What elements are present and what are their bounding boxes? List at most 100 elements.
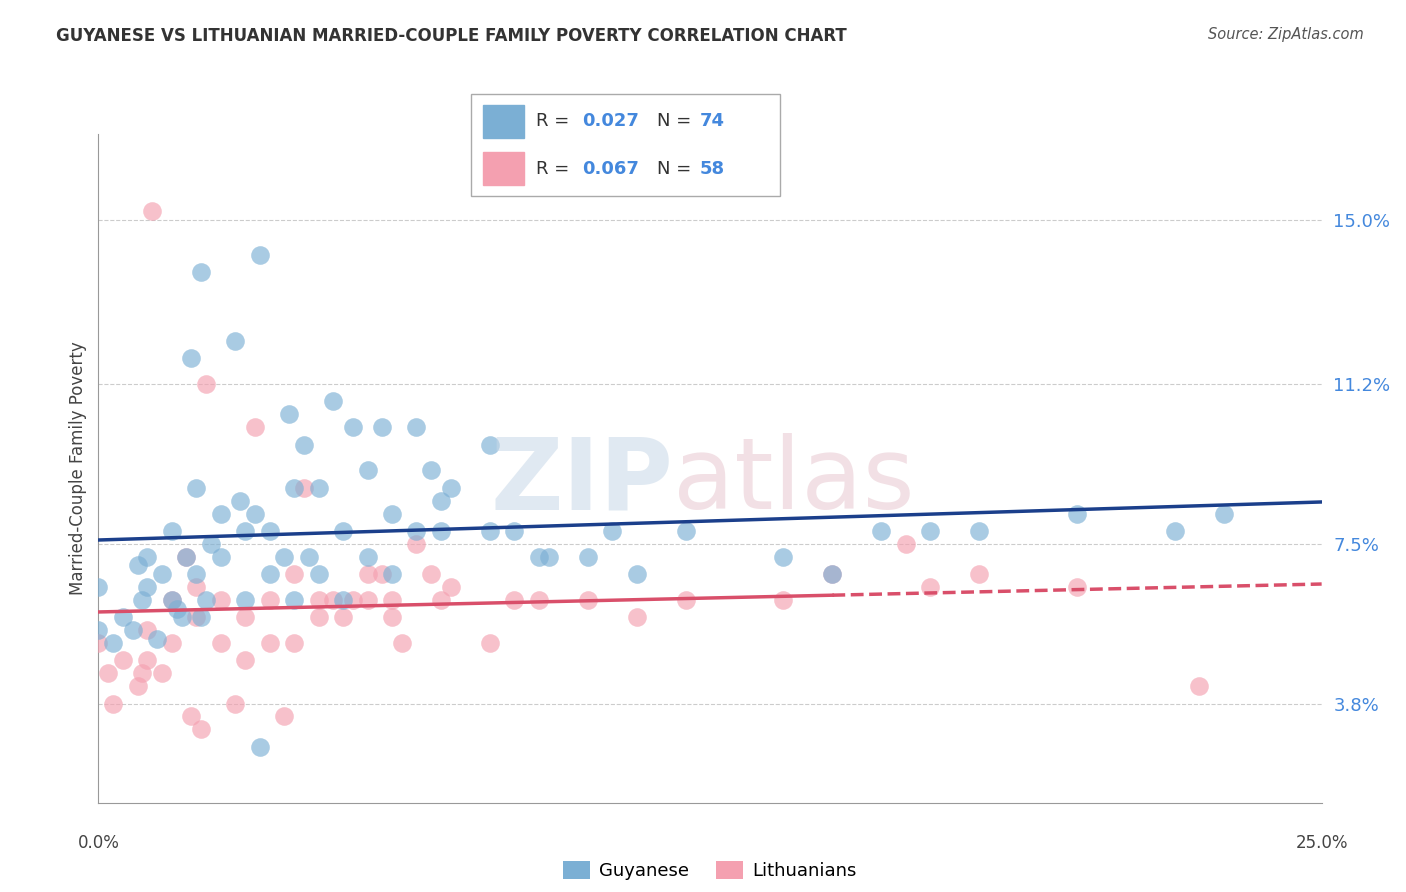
Point xyxy=(127,558,149,573)
Point xyxy=(146,632,169,646)
Point xyxy=(356,593,378,607)
Point xyxy=(1188,679,1211,693)
Point xyxy=(233,653,256,667)
Point xyxy=(342,420,364,434)
Point xyxy=(273,709,295,723)
Point xyxy=(136,653,159,667)
Point xyxy=(136,549,159,564)
Point xyxy=(1066,507,1088,521)
Point xyxy=(381,610,404,624)
Point xyxy=(626,610,648,624)
Point xyxy=(381,567,404,582)
FancyBboxPatch shape xyxy=(471,94,780,196)
Point xyxy=(381,593,404,607)
Point xyxy=(186,481,208,495)
Point xyxy=(430,524,453,538)
Point xyxy=(141,204,163,219)
Text: GUYANESE VS LITHUANIAN MARRIED-COUPLE FAMILY POVERTY CORRELATION CHART: GUYANESE VS LITHUANIAN MARRIED-COUPLE FA… xyxy=(56,27,846,45)
Point xyxy=(292,481,315,495)
Text: N =: N = xyxy=(657,112,696,130)
Point xyxy=(259,593,281,607)
Point xyxy=(430,493,453,508)
Point xyxy=(87,580,110,594)
Bar xyxy=(484,153,523,185)
Point xyxy=(537,549,560,564)
Text: Source: ZipAtlas.com: Source: ZipAtlas.com xyxy=(1208,27,1364,42)
Point xyxy=(332,610,354,624)
Point xyxy=(209,507,232,521)
Point xyxy=(894,537,917,551)
Point xyxy=(127,679,149,693)
Y-axis label: Married-Couple Family Poverty: Married-Couple Family Poverty xyxy=(69,342,87,595)
Point xyxy=(233,524,256,538)
Point xyxy=(87,623,110,637)
Point xyxy=(821,567,844,582)
Text: 25.0%: 25.0% xyxy=(1295,834,1348,852)
Point xyxy=(478,437,501,451)
Point xyxy=(675,593,697,607)
Point xyxy=(166,601,188,615)
Point xyxy=(308,567,330,582)
Point xyxy=(626,567,648,582)
Text: 0.067: 0.067 xyxy=(582,160,640,178)
Point xyxy=(87,636,110,650)
Point xyxy=(176,549,198,564)
Point xyxy=(332,593,354,607)
Point xyxy=(233,610,256,624)
Point xyxy=(430,593,453,607)
Point xyxy=(772,593,794,607)
Point xyxy=(273,549,295,564)
Point xyxy=(243,507,266,521)
Point xyxy=(160,524,183,538)
Point xyxy=(131,593,153,607)
Text: atlas: atlas xyxy=(673,434,915,530)
Point xyxy=(600,524,623,538)
Point xyxy=(190,610,212,624)
Point xyxy=(131,666,153,681)
Point xyxy=(870,524,893,538)
Point xyxy=(195,593,218,607)
Point xyxy=(405,420,427,434)
Legend: Guyanese, Lithuanians: Guyanese, Lithuanians xyxy=(555,854,865,888)
Point xyxy=(224,697,246,711)
Point xyxy=(259,524,281,538)
Point xyxy=(503,593,526,607)
Point xyxy=(97,666,120,681)
Point xyxy=(527,593,550,607)
Point xyxy=(420,463,443,477)
Point xyxy=(101,697,124,711)
Point xyxy=(190,723,212,737)
Point xyxy=(1164,524,1187,538)
Point xyxy=(821,567,844,582)
Text: ZIP: ZIP xyxy=(491,434,673,530)
Point xyxy=(160,593,183,607)
Point xyxy=(342,593,364,607)
Point xyxy=(576,549,599,564)
Point xyxy=(186,567,208,582)
Point xyxy=(332,524,354,538)
Point xyxy=(322,394,344,409)
Point xyxy=(405,537,427,551)
Point xyxy=(195,377,218,392)
Point xyxy=(920,580,942,594)
Point xyxy=(298,549,321,564)
Point xyxy=(283,567,305,582)
Point xyxy=(150,666,173,681)
Point xyxy=(190,265,212,279)
Point xyxy=(371,567,394,582)
Point xyxy=(356,463,378,477)
Text: 0.027: 0.027 xyxy=(582,112,640,130)
Point xyxy=(440,481,463,495)
Text: R =: R = xyxy=(536,160,575,178)
Point xyxy=(283,636,305,650)
Point xyxy=(283,481,305,495)
Point xyxy=(381,507,404,521)
Point xyxy=(243,420,266,434)
Point xyxy=(136,580,159,594)
Point xyxy=(478,524,501,538)
Point xyxy=(772,549,794,564)
Point xyxy=(308,610,330,624)
Point xyxy=(209,593,232,607)
Point xyxy=(200,537,222,551)
Point xyxy=(170,610,193,624)
